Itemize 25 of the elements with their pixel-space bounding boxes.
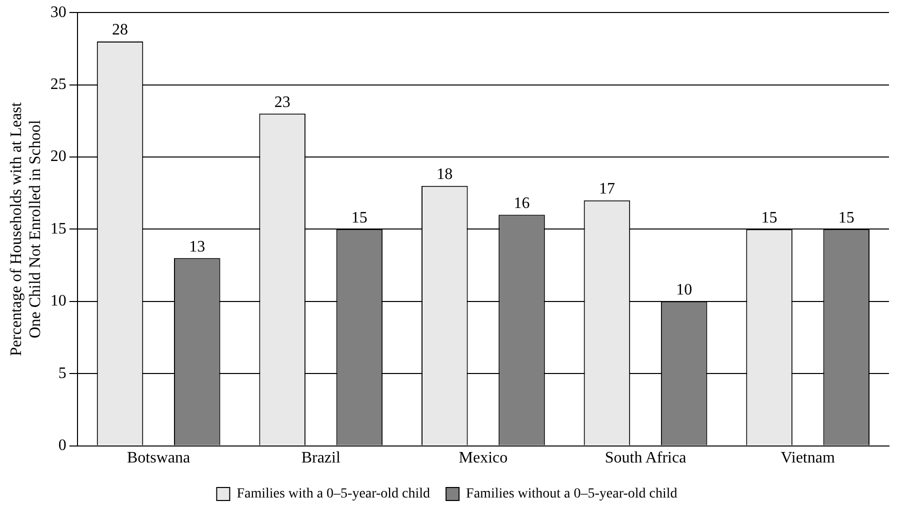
data-label: 15 [838,209,854,226]
y-axis-title: Percentage of Households with at Least One Child Not Enrolled in School [8,102,44,356]
data-label: 15 [761,209,778,226]
data-label: 17 [598,180,615,198]
data-label: 10 [676,282,692,299]
data-label: 28 [112,22,128,39]
x-tick-label: Botswana [127,450,190,467]
data-label: 18 [436,166,453,184]
data-label: 16 [514,194,530,212]
y-tick-label: 10 [50,292,66,310]
data-label: 13 [189,238,206,256]
y-tick-label: 25 [50,76,66,94]
y-tick-label: 15 [50,220,66,238]
x-tick-label: South Africa [604,450,686,467]
x-tick-label: Vietnam [780,450,836,467]
y-tick-label: 0 [58,437,66,454]
data-label: 15 [351,209,368,226]
x-tick-label: Brazil [301,450,341,467]
y-tick-label: 5 [58,364,66,382]
y-tick-label: 20 [50,148,66,166]
x-tick-label: Mexico [458,450,508,467]
legend-label: Families with a 0–5-year-old child [236,486,430,502]
legend-label: Families without a 0–5-year-old child [466,486,678,502]
y-tick-label: 30 [50,4,66,21]
data-label: 23 [274,94,290,111]
